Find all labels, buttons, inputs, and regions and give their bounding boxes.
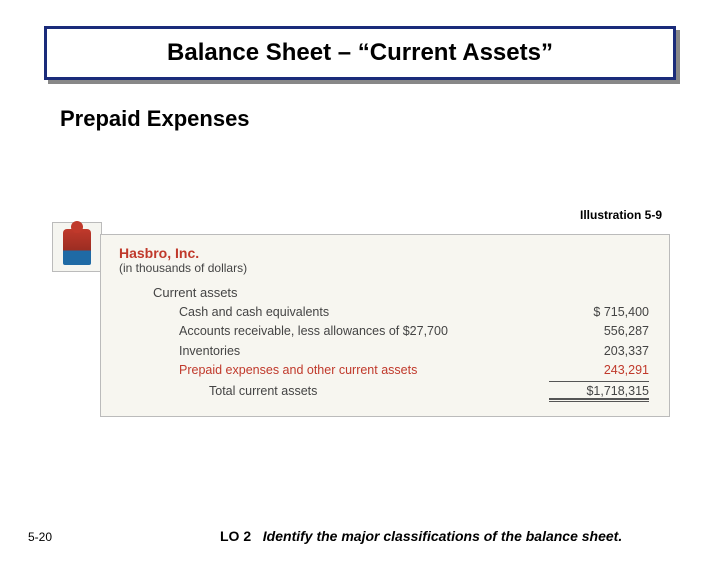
- total-value: $1,718,315: [549, 384, 649, 398]
- balance-sheet-excerpt: Hasbro, Inc. (in thousands of dollars) C…: [100, 234, 670, 417]
- row-label: Accounts receivable, less allowances of …: [179, 322, 448, 341]
- page-title: Balance Sheet – “Current Assets”: [167, 39, 553, 66]
- title-banner: Balance Sheet – “Current Assets”: [44, 26, 676, 80]
- lo-code: LO 2: [220, 528, 251, 544]
- table-row: Inventories 203,337: [179, 342, 649, 361]
- table-row: Cash and cash equivalents $ 715,400: [179, 303, 649, 322]
- lo-text: Identify the major classifications of th…: [263, 528, 622, 544]
- subtotal-rule: [549, 381, 649, 382]
- grand-total-rule: [549, 398, 649, 402]
- row-value: 556,287: [549, 322, 649, 341]
- row-label: Prepaid expenses and other current asset…: [179, 361, 417, 380]
- row-value: 243,291: [549, 361, 649, 380]
- company-name: Hasbro, Inc.: [119, 245, 653, 261]
- company-subtitle: (in thousands of dollars): [119, 261, 653, 275]
- line-items: Cash and cash equivalents $ 715,400 Acco…: [179, 303, 649, 402]
- row-value: 203,337: [549, 342, 649, 361]
- table-section-title: Current assets: [153, 285, 653, 300]
- illustration-label: Illustration 5-9: [580, 208, 662, 222]
- table-row-highlight: Prepaid expenses and other current asset…: [179, 361, 649, 380]
- row-label: Cash and cash equivalents: [179, 303, 329, 322]
- page-number: 5-20: [28, 530, 52, 544]
- section-heading: Prepaid Expenses: [60, 106, 720, 132]
- row-value: $ 715,400: [549, 303, 649, 322]
- logo-icon: [63, 229, 91, 265]
- company-logo: [52, 222, 102, 272]
- table-row: Accounts receivable, less allowances of …: [179, 322, 649, 341]
- learning-objective: LO 2 Identify the major classifications …: [220, 528, 706, 544]
- row-label: Inventories: [179, 342, 240, 361]
- total-row: Total current assets $1,718,315: [179, 384, 649, 398]
- total-label: Total current assets: [209, 384, 317, 398]
